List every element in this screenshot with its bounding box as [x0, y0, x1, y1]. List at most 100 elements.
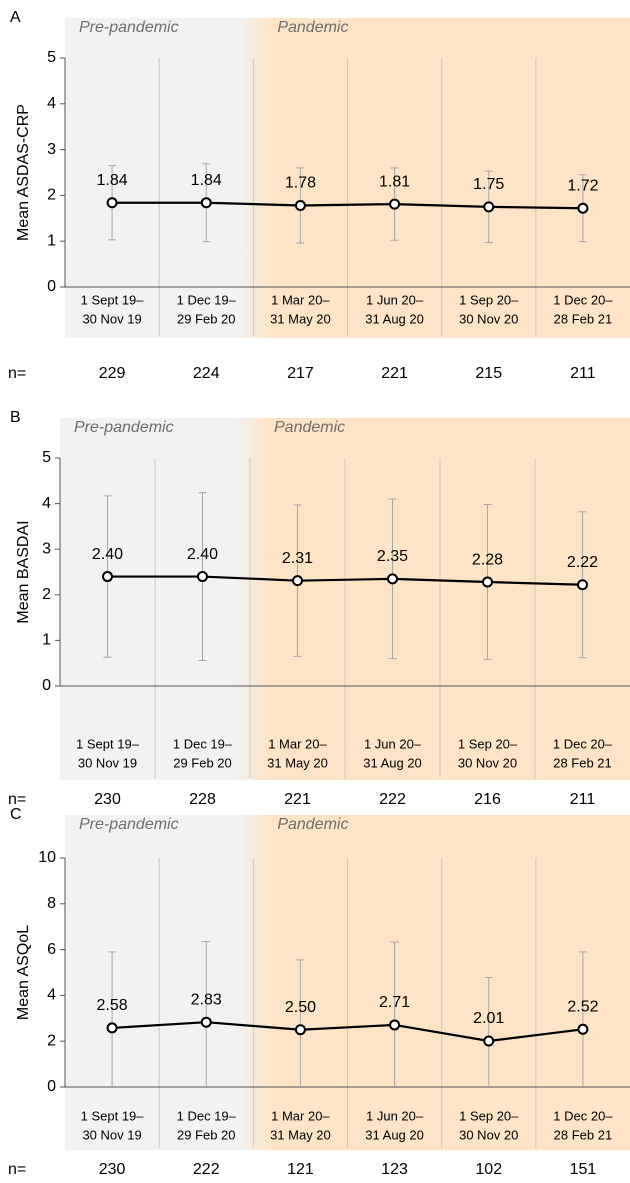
value-label: 2.01: [473, 1010, 504, 1027]
point: [577, 202, 589, 214]
value-label: 2.40: [92, 546, 123, 563]
y-axis-label: Mean BASDAI: [15, 520, 32, 623]
n-value: 215: [475, 365, 502, 382]
point: [483, 1035, 495, 1047]
n-value: 228: [189, 791, 216, 808]
x-tick-label: 1 Sep 20–: [459, 1108, 519, 1123]
n-label: n=: [8, 365, 26, 382]
x-tick-label: 1 Dec 20–: [553, 292, 613, 307]
n-value: 222: [379, 791, 406, 808]
n-value: 230: [99, 1161, 126, 1178]
y-axis-label: Mean ASQoL: [15, 925, 32, 1020]
x-tick-label: 1 Mar 20–: [268, 736, 327, 751]
value-label: 2.83: [191, 991, 222, 1008]
y-tick-label: 2: [42, 586, 51, 603]
n-value: 221: [284, 791, 311, 808]
value-label: 2.58: [97, 997, 128, 1014]
value-label: 2.28: [472, 551, 503, 568]
line: [107, 575, 583, 586]
x-tick-label: 31 May 20: [270, 311, 331, 326]
n-value: 230: [94, 791, 121, 808]
x-tick-label: 29 Feb 20: [177, 311, 236, 326]
n-value: 222: [193, 1161, 220, 1178]
n-label: n=: [8, 1161, 26, 1178]
n-value: 224: [193, 365, 220, 382]
x-tick-label: 1 Jun 20–: [366, 1108, 424, 1123]
panel-label: B: [10, 409, 21, 426]
n-value: 229: [99, 365, 126, 382]
x-tick-label: 30 Nov 20: [459, 311, 518, 326]
y-axis-label: Mean ASDAS-CRP: [15, 104, 32, 241]
point: [106, 197, 118, 209]
n-value: 123: [381, 1161, 408, 1178]
period-label: Pandemic: [274, 419, 345, 436]
y-tick-label: 6: [47, 941, 56, 958]
x-tick-label: 1 Mar 20–: [271, 1108, 330, 1123]
value-label: 2.50: [285, 999, 316, 1016]
point: [389, 198, 401, 210]
point: [200, 1016, 212, 1028]
period-label: Pandemic: [277, 19, 348, 36]
n-label: n=: [8, 791, 26, 808]
period-label: Pre-pandemic: [79, 816, 179, 833]
y-tick-label: 4: [47, 987, 56, 1004]
x-tick-label: 28 Feb 21: [553, 755, 612, 770]
point: [294, 1024, 306, 1036]
x-tick-label: 1 Dec 20–: [553, 1108, 613, 1123]
value-label: 1.84: [97, 172, 128, 189]
period-label: Pre-pandemic: [79, 19, 179, 36]
point: [389, 1019, 401, 1031]
x-tick-label: 31 Aug 20: [363, 755, 422, 770]
x-tick-label: 1 Jun 20–: [364, 736, 422, 751]
value-label: 1.72: [567, 177, 598, 194]
x-tick-label: 30 Nov 20: [459, 1127, 518, 1142]
y-tick-label: 5: [47, 49, 56, 66]
x-tick-label: 28 Feb 21: [554, 311, 613, 326]
y-tick-label: 4: [47, 95, 56, 112]
n-value: 121: [287, 1161, 314, 1178]
point: [577, 1023, 589, 1035]
x-tick-label: 29 Feb 20: [177, 1127, 236, 1142]
value-label: 1.75: [473, 176, 504, 193]
y-tick-label: 2: [47, 1032, 56, 1049]
x-tick-label: 1 Sep 20–: [458, 736, 518, 751]
x-tick-label: 31 May 20: [270, 1127, 331, 1142]
point: [387, 573, 398, 585]
x-tick-label: 1 Dec 19–: [177, 1108, 237, 1123]
value-label: 2.22: [567, 554, 598, 571]
period-label: Pre-pandemic: [74, 419, 174, 436]
value-label: 1.78: [285, 175, 316, 192]
line: [112, 1021, 584, 1043]
y-tick-label: 1: [47, 232, 56, 249]
x-tick-label: 30 Nov 20: [458, 755, 517, 770]
y-tick-label: 0: [47, 1078, 56, 1095]
point: [106, 1022, 118, 1034]
n-value: 216: [474, 791, 501, 808]
x-tick-label: 1 Sep 20–: [459, 292, 519, 307]
x-tick-label: 1 Sept 19–: [81, 1108, 145, 1123]
n-value: 102: [475, 1161, 502, 1178]
x-tick-label: 30 Nov 19: [78, 755, 137, 770]
y-tick-label: 0: [42, 677, 51, 694]
n-value: 221: [381, 365, 408, 382]
x-tick-label: 30 Nov 19: [82, 311, 141, 326]
point: [197, 571, 208, 583]
y-tick-label: 4: [42, 495, 51, 512]
value-label: 2.35: [377, 548, 408, 565]
x-tick-label: 31 Aug 20: [365, 1127, 424, 1142]
x-tick-label: 1 Dec 19–: [173, 736, 233, 751]
x-tick-label: 1 Mar 20–: [271, 292, 330, 307]
y-tick-label: 3: [47, 141, 56, 158]
point: [577, 579, 588, 591]
y-tick-label: 5: [42, 449, 51, 466]
value-label: 2.40: [187, 546, 218, 563]
n-value: 211: [570, 365, 596, 382]
y-tick-label: 10: [38, 849, 56, 866]
point: [292, 575, 303, 587]
x-tick-label: 31 May 20: [267, 755, 328, 770]
value-label: 2.31: [282, 550, 313, 567]
x-tick-label: 1 Dec 19–: [177, 292, 237, 307]
y-tick-label: 8: [47, 895, 56, 912]
point: [200, 197, 212, 209]
